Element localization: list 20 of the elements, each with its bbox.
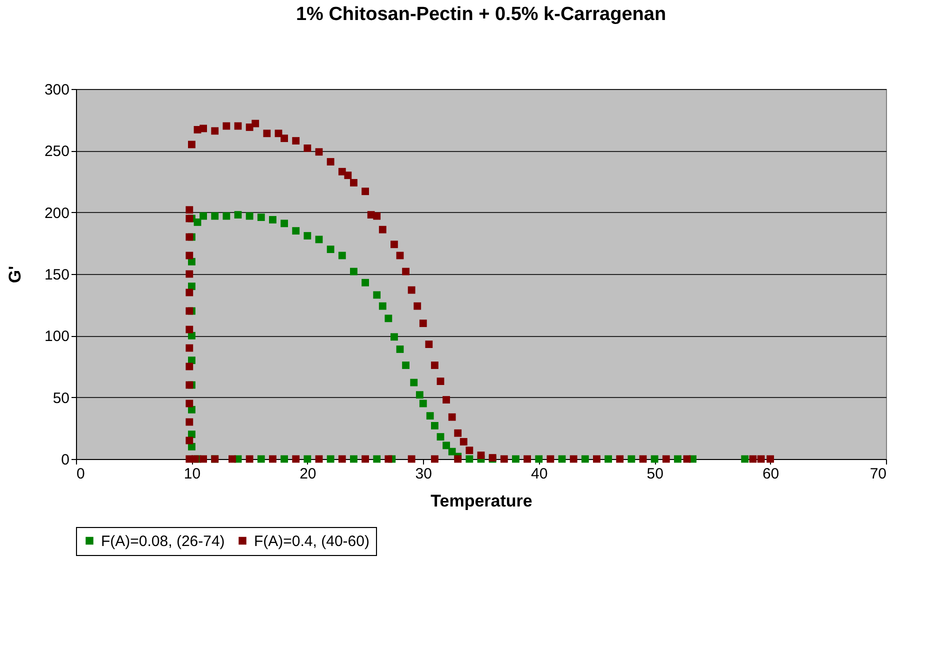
chart-title: 1% Chitosan-Pectin + 0.5% k-Carragenan	[296, 4, 666, 25]
x-tick-label: 20	[300, 466, 316, 482]
y-tick-label: 0	[61, 452, 70, 468]
y-tick-label: 100	[44, 328, 70, 346]
x-tick-label: 40	[531, 466, 548, 482]
y-axis-title: G'	[5, 266, 24, 284]
x-tick-label: 50	[646, 466, 664, 482]
x-tick-label: 60	[762, 466, 780, 482]
x-tick-label: 30	[415, 466, 432, 482]
legend-label: F(A)=0.08, (26-74)	[101, 532, 225, 550]
x-tick-label: 10	[184, 466, 201, 482]
x-axis-title: Temperature	[430, 492, 532, 510]
legend-label: F(A)=0.4, (40-60)	[254, 532, 370, 550]
y-tick-label: 50	[52, 390, 70, 407]
y-tick-label: 200	[44, 204, 70, 222]
x-tick-label: 70	[870, 466, 886, 482]
y-tick-label: 300	[44, 82, 70, 98]
y-tick-label: 150	[44, 266, 70, 284]
y-tick-label: 250	[44, 143, 70, 160]
x-tick-label: 0	[76, 466, 85, 482]
